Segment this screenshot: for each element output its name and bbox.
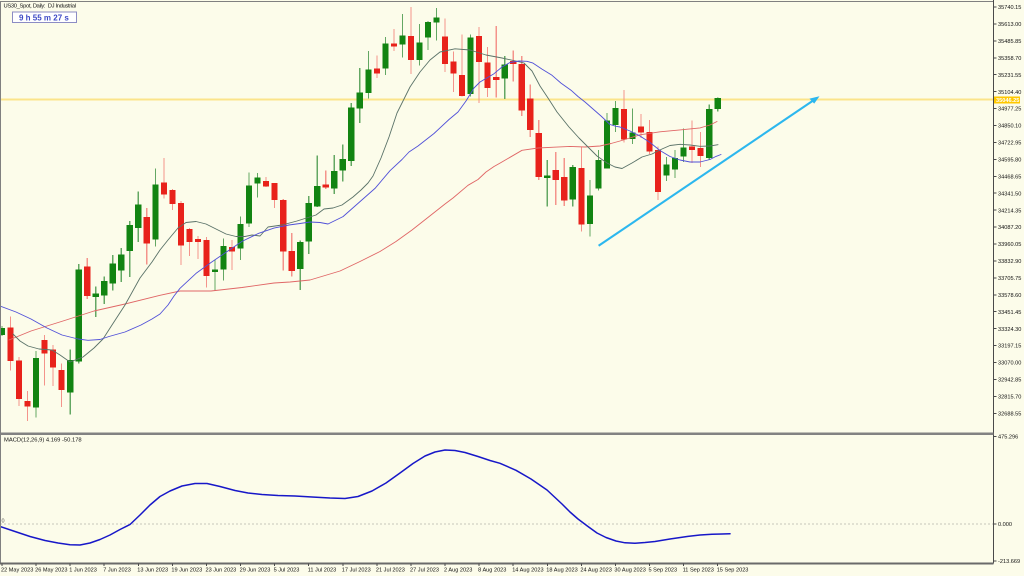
svg-text:14 Aug 2023: 14 Aug 2023 <box>512 568 543 574</box>
svg-text:35485.85: 35485.85 <box>998 39 1021 45</box>
svg-text:27 Jul 2023: 27 Jul 2023 <box>410 568 439 574</box>
svg-text:19 Jun 2023: 19 Jun 2023 <box>171 568 202 574</box>
svg-text:8 Aug 2023: 8 Aug 2023 <box>478 568 506 574</box>
svg-text:33960.05: 33960.05 <box>998 242 1021 248</box>
svg-text:24 Aug 2023: 24 Aug 2023 <box>580 568 611 574</box>
svg-text:33197.15: 33197.15 <box>998 344 1021 350</box>
svg-text:33451.45: 33451.45 <box>998 310 1021 316</box>
svg-text:35358.70: 35358.70 <box>998 56 1021 62</box>
svg-text:29 Jun 2023: 29 Jun 2023 <box>240 568 271 574</box>
svg-text:15 Sep 2023: 15 Sep 2023 <box>717 568 749 574</box>
svg-text:34850.10: 34850.10 <box>998 124 1021 130</box>
svg-text:34341.50: 34341.50 <box>998 191 1021 197</box>
svg-text:33832.90: 33832.90 <box>998 259 1021 265</box>
svg-text:26 May 2023: 26 May 2023 <box>35 568 67 574</box>
svg-text:35740.15: 35740.15 <box>998 5 1021 11</box>
svg-text:35613.00: 35613.00 <box>998 22 1021 28</box>
svg-text:475.296: 475.296 <box>998 435 1018 441</box>
svg-text:0.000: 0.000 <box>998 522 1012 528</box>
svg-text:21 Jul 2023: 21 Jul 2023 <box>376 568 405 574</box>
svg-text:34214.35: 34214.35 <box>998 208 1021 214</box>
svg-text:13 Jun 2023: 13 Jun 2023 <box>137 568 168 574</box>
svg-text:34722.95: 34722.95 <box>998 141 1021 147</box>
svg-text:33324.30: 33324.30 <box>998 327 1021 333</box>
svg-text:0: 0 <box>2 519 5 525</box>
svg-text:35046.25: 35046.25 <box>996 98 1019 104</box>
svg-text:MACD(12,26,9) 4.169 -50.178: MACD(12,26,9) 4.169 -50.178 <box>4 438 82 444</box>
svg-text:11 Jul 2023: 11 Jul 2023 <box>308 568 337 574</box>
svg-text:34595.80: 34595.80 <box>998 158 1021 164</box>
svg-text:30 Aug 2023: 30 Aug 2023 <box>614 568 645 574</box>
svg-text:1 Jun 2023: 1 Jun 2023 <box>69 568 97 574</box>
svg-text:23 Jun 2023: 23 Jun 2023 <box>206 568 237 574</box>
svg-text:33070.00: 33070.00 <box>998 361 1021 367</box>
svg-text:32688.55: 32688.55 <box>998 411 1021 417</box>
svg-text:35104.40: 35104.40 <box>998 90 1021 96</box>
svg-text:-213.669: -213.669 <box>998 559 1020 565</box>
svg-text:34977.25: 34977.25 <box>998 107 1021 113</box>
svg-text:18 Aug 2023: 18 Aug 2023 <box>546 568 577 574</box>
svg-text:33705.75: 33705.75 <box>998 276 1021 282</box>
svg-text:33578.60: 33578.60 <box>998 293 1021 299</box>
svg-text:5 Jul 2023: 5 Jul 2023 <box>274 568 300 574</box>
svg-text:2 Aug 2023: 2 Aug 2023 <box>444 568 472 574</box>
svg-text:17 Jul 2023: 17 Jul 2023 <box>342 568 371 574</box>
svg-text:34087.20: 34087.20 <box>998 225 1021 231</box>
svg-text:9 h 55 m 27 s: 9 h 55 m 27 s <box>19 13 69 22</box>
svg-text:32942.85: 32942.85 <box>998 378 1021 384</box>
svg-text:5 Sep 2023: 5 Sep 2023 <box>649 568 678 574</box>
svg-text:22 May 2023: 22 May 2023 <box>1 568 33 574</box>
svg-text:7 Jun 2023: 7 Jun 2023 <box>103 568 131 574</box>
svg-text:US30_Spot, Daily: DJ Industri: US30_Spot, Daily: DJ Industrial <box>4 3 77 9</box>
svg-text:11 Sep 2023: 11 Sep 2023 <box>683 568 714 574</box>
svg-text:32815.70: 32815.70 <box>998 395 1021 401</box>
svg-text:35231.55: 35231.55 <box>998 73 1021 79</box>
svg-text:34468.65: 34468.65 <box>998 174 1021 180</box>
